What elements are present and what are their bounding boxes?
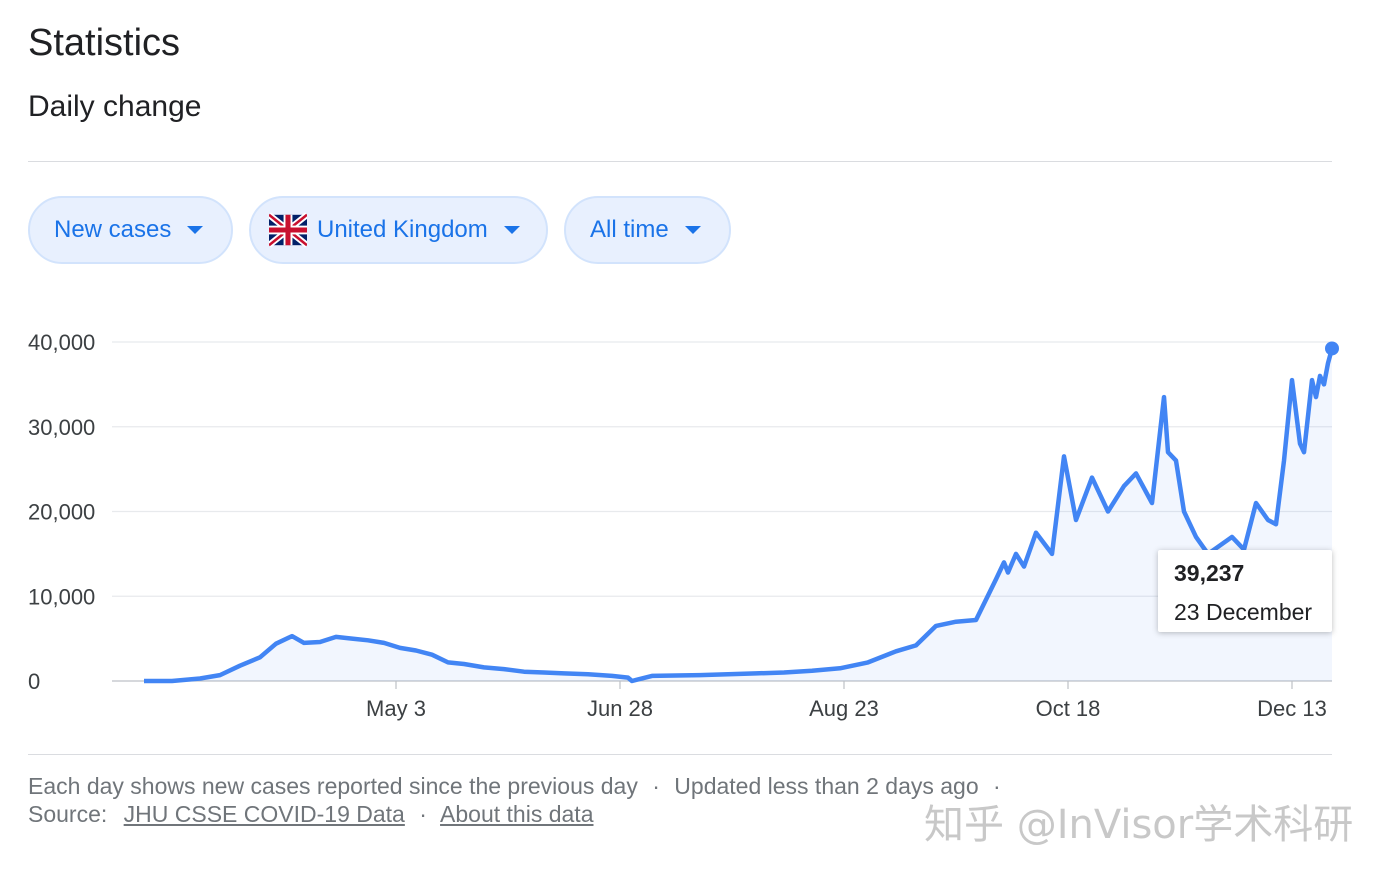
page-subtitle: Daily change (28, 90, 202, 123)
country-dropdown-label: United Kingdom (317, 216, 488, 243)
chevron-down-icon (503, 226, 520, 234)
footer-note-text: Each day shows new cases reported since … (28, 773, 638, 799)
x-tick-label: Jun 28 (587, 696, 653, 721)
range-dropdown-label: All time (590, 216, 669, 243)
x-tick-label: Dec 13 (1257, 696, 1327, 721)
y-tick-label: 10,000 (28, 584, 95, 609)
page-title: Statistics (28, 22, 181, 64)
about-data-link[interactable]: About this data (440, 801, 594, 827)
source-label: Source: (28, 801, 108, 827)
x-tick-label: May 3 (366, 696, 426, 721)
chevron-down-icon (684, 226, 701, 234)
footer-updated-text: Updated less than 2 days ago (674, 773, 979, 799)
watermark-text: 知乎 @InVisor学术科研 (924, 802, 1354, 848)
chart-tooltip: 39,237 23 December (1158, 550, 1332, 632)
metric-dropdown-label: New cases (54, 216, 172, 243)
bottom-divider (28, 754, 1332, 755)
separator: · (993, 773, 1001, 799)
tooltip-date: 23 December (1174, 599, 1313, 625)
y-tick-label: 20,000 (28, 500, 95, 525)
separator: · (652, 773, 660, 799)
y-tick-label: 40,000 (28, 330, 95, 355)
country-dropdown[interactable]: United Kingdom (249, 196, 548, 264)
footer-note: Each day shows new cases reported since … (28, 773, 1009, 800)
line-chart[interactable]: 0 10,000 20,000 30,000 40,000 May 3 Jun 28 Aug… (0, 0, 1386, 740)
series-area (144, 348, 1332, 681)
hover-point (1325, 341, 1339, 356)
metric-dropdown[interactable]: New cases (28, 196, 233, 264)
top-divider (28, 161, 1332, 162)
x-tick-label: Aug 23 (809, 696, 879, 721)
x-tick-label: Oct 18 (1036, 696, 1101, 721)
y-tick-label: 0 (28, 669, 40, 694)
y-tick-label: 30,000 (28, 415, 95, 440)
tooltip-value: 39,237 (1174, 560, 1245, 586)
separator: · (419, 801, 427, 827)
footer-source: Source: JHU CSSE COVID-19 Data · About t… (28, 801, 594, 828)
source-link[interactable]: JHU CSSE COVID-19 Data (123, 801, 405, 827)
chevron-down-icon (187, 226, 204, 234)
range-dropdown[interactable]: All time (564, 196, 731, 264)
uk-flag-icon (269, 212, 307, 248)
series-line (144, 347, 1335, 684)
